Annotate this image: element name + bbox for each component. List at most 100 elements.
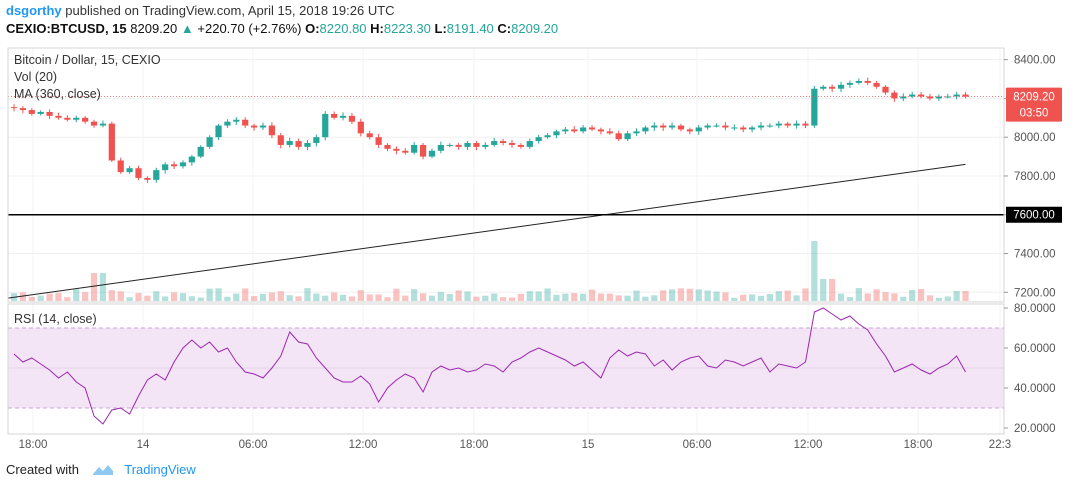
candle-body[interactable] [117, 160, 124, 173]
rsi-legend[interactable]: RSI (14, close) [14, 312, 97, 326]
candle-body[interactable] [82, 117, 89, 122]
candle-body[interactable] [10, 107, 18, 109]
candle-body[interactable] [64, 117, 71, 120]
candle-body[interactable] [491, 141, 498, 145]
candle-body[interactable] [455, 144, 462, 147]
candle-body[interactable] [535, 137, 542, 142]
candle-body[interactable] [402, 150, 409, 153]
chart-canvas[interactable]: 8400.008200.008000.007800.007600.007400.… [0, 40, 1074, 452]
candle-body[interactable] [846, 82, 854, 85]
candle-body[interactable] [811, 88, 818, 126]
candle-body[interactable] [517, 144, 525, 147]
candle-body[interactable] [197, 146, 204, 157]
candle-body[interactable] [597, 129, 605, 132]
rsi-pane[interactable] [8, 307, 1004, 425]
candle-body[interactable] [428, 150, 436, 157]
candle-body[interactable] [784, 123, 791, 126]
candle-body[interactable] [740, 127, 747, 130]
chart-title[interactable]: Bitcoin / Dollar, 15, CEXIO [14, 53, 161, 67]
candle-body[interactable] [304, 143, 311, 147]
candle-body[interactable] [837, 84, 845, 89]
candle-body[interactable] [917, 94, 925, 97]
candle-body[interactable] [37, 111, 44, 114]
candle-body[interactable] [793, 123, 800, 126]
rsi-line[interactable] [13, 307, 966, 425]
candle-body[interactable] [651, 125, 658, 128]
candle-body[interactable] [179, 162, 187, 167]
candle-body[interactable] [731, 127, 738, 129]
candle-body[interactable] [571, 129, 578, 132]
candle-body[interactable] [384, 144, 391, 149]
candle-body[interactable] [126, 168, 133, 173]
candle-body[interactable] [446, 144, 453, 146]
candle-body[interactable] [28, 110, 35, 114]
candle-body[interactable] [802, 123, 809, 126]
candle-body[interactable] [206, 137, 213, 147]
candle-body[interactable] [277, 135, 284, 145]
candle-body[interactable] [224, 121, 231, 126]
candle-body[interactable] [588, 127, 596, 130]
candle-body[interactable] [322, 113, 329, 138]
tradingview-link[interactable]: TradingView [124, 462, 196, 477]
candle-body[interactable] [73, 117, 80, 120]
candle-body[interactable] [393, 148, 400, 151]
candle-body[interactable] [820, 86, 827, 89]
candle-body[interactable] [660, 125, 667, 128]
candle-body[interactable] [633, 131, 640, 134]
candle-body[interactable] [339, 115, 347, 118]
candle-body[interactable] [482, 144, 489, 147]
candle-body[interactable] [259, 125, 267, 128]
candle-body[interactable] [411, 144, 418, 153]
candle-body[interactable] [953, 94, 960, 97]
volume-legend[interactable]: Vol (20) [14, 70, 58, 84]
candle-body[interactable] [748, 127, 756, 130]
candle-body[interactable] [286, 141, 293, 145]
candle-body[interactable] [704, 125, 711, 128]
candle-body[interactable] [855, 80, 862, 83]
candle-body[interactable] [153, 170, 160, 180]
candle-body[interactable] [722, 125, 729, 128]
candle-body[interactable] [135, 168, 142, 178]
candle-body[interactable] [624, 133, 631, 140]
candle-body[interactable] [926, 96, 934, 99]
candle-body[interactable] [331, 113, 338, 118]
candle-body[interactable] [188, 156, 195, 163]
candle-body[interactable] [962, 94, 969, 97]
candle-body[interactable] [695, 127, 702, 132]
candle-body[interactable] [419, 144, 427, 157]
candle-body[interactable] [686, 129, 693, 132]
candle-body[interactable] [313, 137, 320, 144]
candle-body[interactable] [909, 94, 916, 97]
candle-body[interactable] [642, 127, 649, 132]
candle-body[interactable] [580, 127, 587, 132]
candle-body[interactable] [882, 86, 889, 93]
candle-body[interactable] [46, 111, 53, 116]
candle-body[interactable] [526, 141, 533, 147]
candle-body[interactable] [99, 123, 107, 126]
candle-body[interactable] [891, 92, 898, 99]
candle-body[interactable] [144, 177, 151, 180]
candle-body[interactable] [499, 141, 507, 144]
candle-body[interactable] [900, 96, 907, 99]
candle-body[interactable] [757, 125, 765, 128]
candle-body[interactable] [268, 125, 276, 136]
candle-body[interactable] [464, 143, 471, 147]
candle-body[interactable] [473, 143, 480, 147]
candle-body[interactable] [713, 125, 720, 127]
candle-body[interactable] [864, 80, 871, 83]
candle-body[interactable] [544, 135, 551, 138]
candle-body[interactable] [90, 121, 98, 126]
candle-body[interactable] [215, 125, 222, 138]
candle-body[interactable] [375, 137, 382, 145]
ma-legend[interactable]: MA (360, close) [14, 87, 101, 101]
candle-body[interactable] [606, 131, 613, 134]
candle-body[interactable] [668, 125, 676, 128]
candle-body[interactable] [766, 125, 774, 127]
candle-body[interactable] [775, 123, 782, 126]
candle-body[interactable] [295, 141, 302, 147]
candle-body[interactable] [19, 108, 27, 111]
candle-body[interactable] [562, 129, 569, 132]
candle-body[interactable] [348, 115, 356, 122]
candle-body[interactable] [935, 96, 942, 99]
candle-body[interactable] [242, 119, 249, 126]
